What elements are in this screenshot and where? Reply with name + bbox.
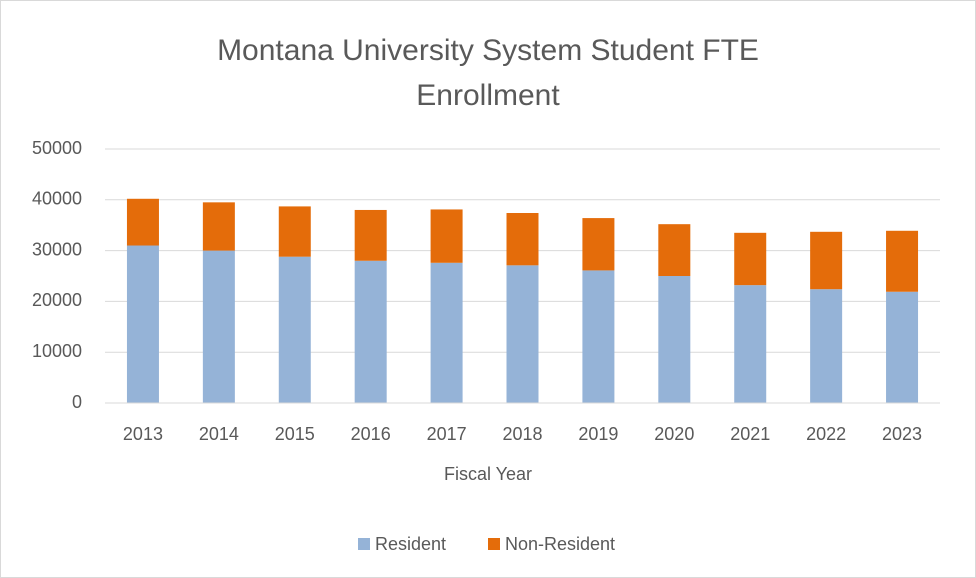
x-tick-label: 2016 xyxy=(351,424,391,444)
x-tick-label: 2015 xyxy=(275,424,315,444)
bar-segment xyxy=(278,256,311,403)
bar-segment xyxy=(202,202,235,251)
x-tick-label: 2013 xyxy=(123,424,163,444)
bar-segment xyxy=(506,213,539,266)
x-tick-label: 2023 xyxy=(882,424,922,444)
legend-label: Resident xyxy=(375,534,446,554)
chart-title: Montana University System Student FTE En… xyxy=(217,34,759,112)
bar-segment xyxy=(810,289,843,403)
bar-segment xyxy=(582,218,615,271)
bar-segment xyxy=(430,262,463,403)
y-tick-label: 0 xyxy=(72,392,82,412)
x-tick-label: 2021 xyxy=(730,424,770,444)
x-tick-label: 2022 xyxy=(806,424,846,444)
legend-swatch xyxy=(488,538,500,550)
bar-segment xyxy=(354,209,387,261)
legend-swatch xyxy=(358,538,370,550)
legend-label: Non-Resident xyxy=(505,534,615,554)
y-tick-label: 40000 xyxy=(32,189,82,209)
bar-segment xyxy=(354,260,387,403)
bar-segment xyxy=(810,231,843,290)
x-tick-label: 2018 xyxy=(502,424,542,444)
y-tick-label: 50000 xyxy=(32,138,82,158)
bar-segment xyxy=(886,291,919,403)
bar-segment xyxy=(734,232,767,286)
bar-segment xyxy=(886,230,919,292)
bar-segment xyxy=(202,250,235,403)
x-tick-label: 2019 xyxy=(578,424,618,444)
bar-segment xyxy=(430,209,463,263)
y-tick-label: 20000 xyxy=(32,290,82,310)
y-tick-label: 30000 xyxy=(32,239,82,259)
y-tick-label: 10000 xyxy=(32,341,82,361)
bar-segment xyxy=(582,270,615,403)
x-axis-title: Fiscal Year xyxy=(444,464,532,484)
bar-segment xyxy=(658,224,691,276)
bar-segment xyxy=(126,245,159,403)
bar-segment xyxy=(126,198,159,246)
x-tick-label: 2020 xyxy=(654,424,694,444)
bar-segment xyxy=(278,206,311,257)
x-tick-label: 2014 xyxy=(199,424,239,444)
bar-segment xyxy=(734,285,767,403)
x-tick-label: 2017 xyxy=(427,424,467,444)
bar-segment xyxy=(658,276,691,403)
bar-segment xyxy=(506,265,539,403)
